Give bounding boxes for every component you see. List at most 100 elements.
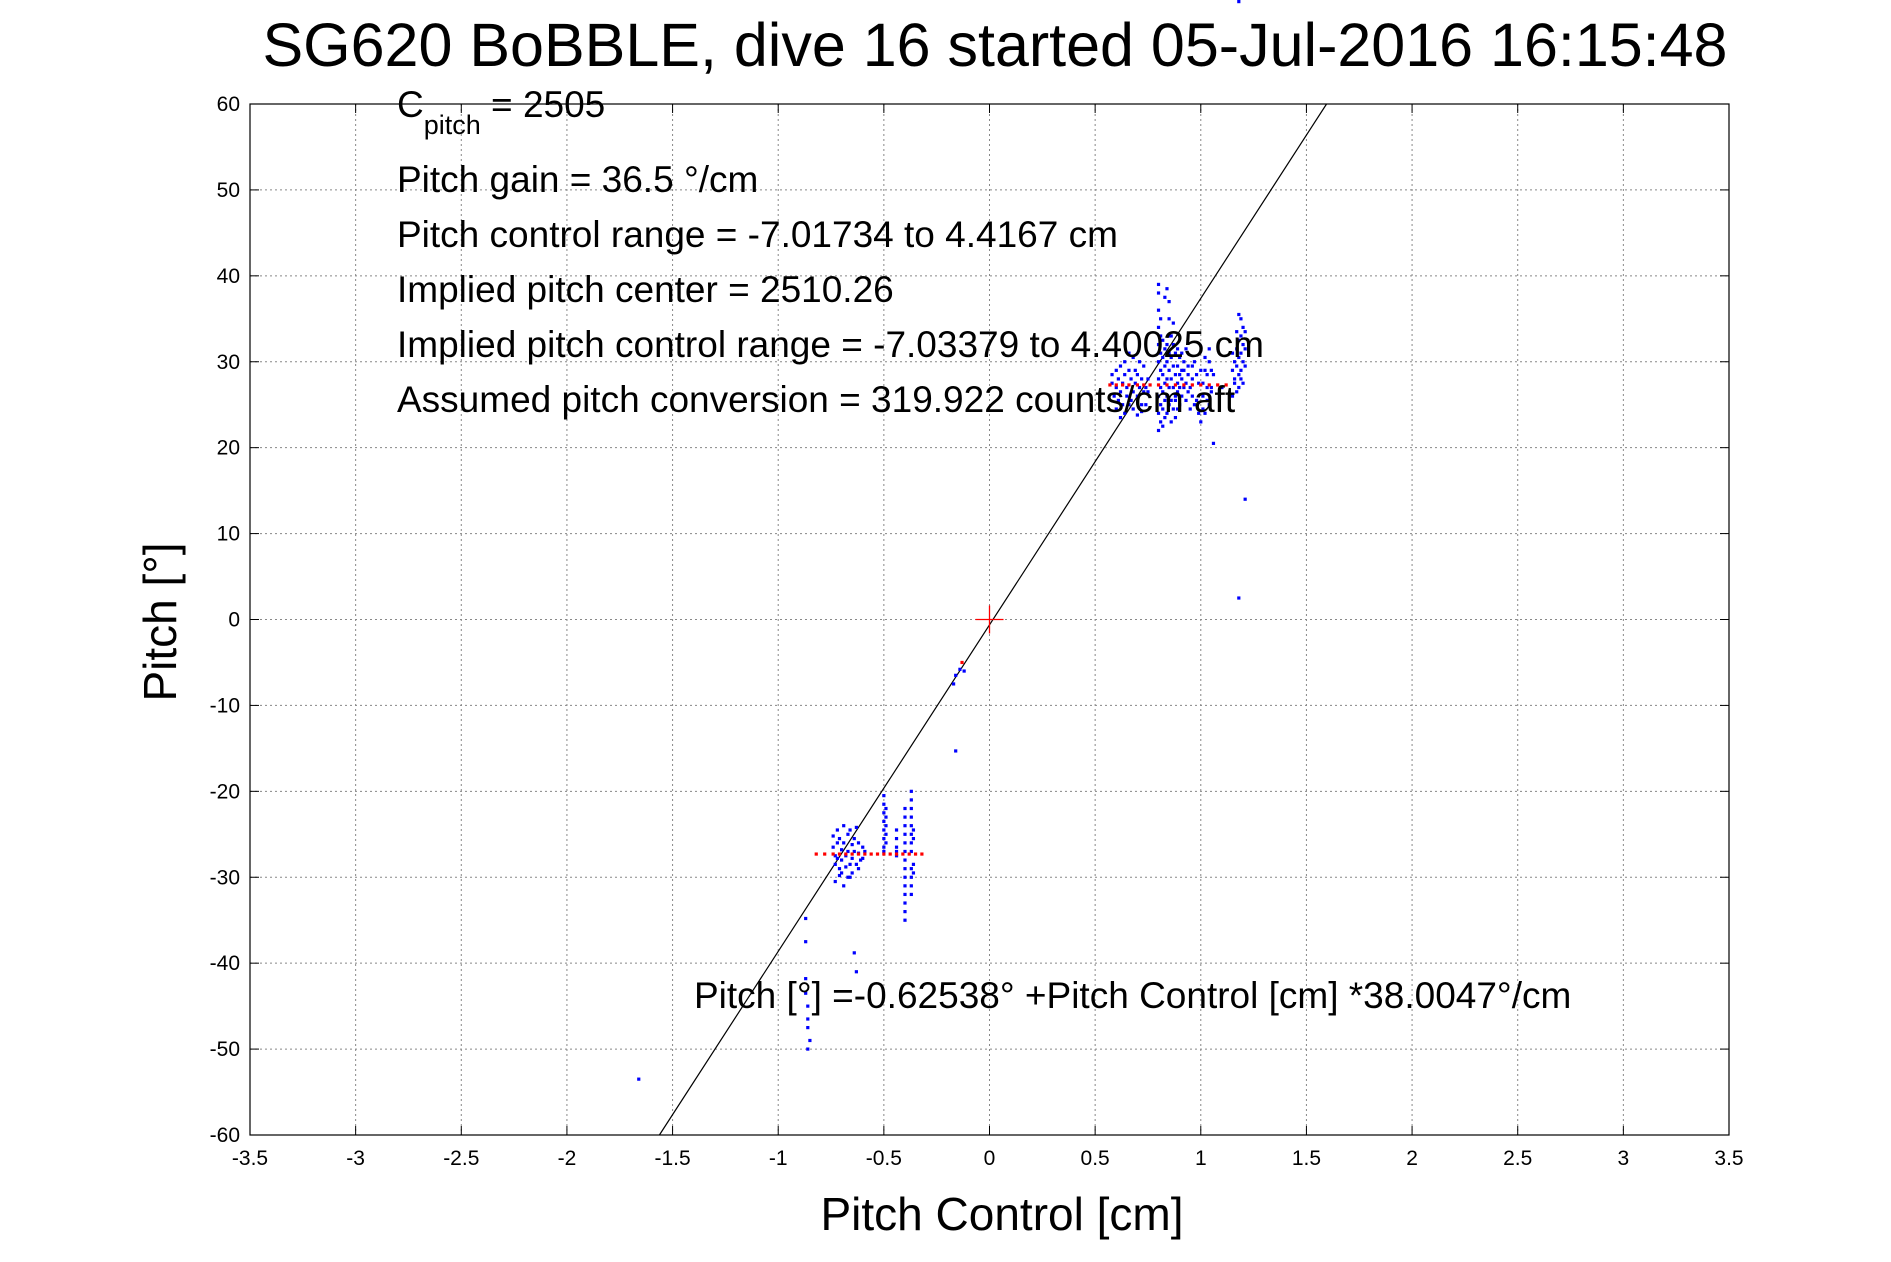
observed-point (1165, 394, 1169, 398)
observed-point (804, 991, 808, 995)
observed-point (1243, 347, 1247, 351)
observed-point (1169, 355, 1173, 360)
c-pitch-letter: C (397, 84, 424, 125)
binned-point (913, 852, 918, 856)
observed-point (1178, 355, 1182, 360)
observed-point (1188, 385, 1192, 390)
observed-point (1169, 334, 1173, 338)
observed-point (1178, 373, 1182, 377)
binned-point (1173, 383, 1178, 387)
observed-point (1182, 360, 1186, 364)
y-tick-label: -20 (210, 780, 240, 803)
observed-point (1230, 394, 1235, 398)
observed-point (835, 828, 839, 832)
observed-point (909, 789, 913, 793)
observed-point (1232, 360, 1237, 364)
binned-point (1135, 383, 1139, 387)
observed-point (1243, 497, 1247, 501)
binned-point (1142, 383, 1146, 387)
observed-point (911, 828, 916, 832)
observed-point (1121, 403, 1125, 407)
observed-point (1121, 381, 1125, 385)
observed-point (1190, 394, 1194, 398)
observed-point (835, 841, 839, 845)
tick-marks (249, 103, 1730, 1136)
binned-point (1165, 383, 1169, 387)
observed-point (1194, 398, 1199, 403)
observed-point (1110, 373, 1114, 377)
observed-point (1207, 360, 1211, 364)
observed-point (1175, 407, 1180, 411)
observed-point (1161, 407, 1165, 411)
binned-point (1148, 383, 1152, 387)
observed-point (1220, 385, 1224, 390)
observed-point (1194, 373, 1199, 377)
pitch-gain-annotation: Pitch gain = 36.5 °/cm (397, 159, 758, 200)
observed-point (1131, 407, 1135, 411)
observed-point (1239, 334, 1243, 338)
observed-point (1167, 351, 1171, 355)
observed-point (909, 849, 913, 854)
observed-point (909, 806, 913, 811)
observed-point (1201, 407, 1205, 411)
observed-point (894, 854, 899, 858)
observed-point (1235, 390, 1239, 394)
observed-point (844, 865, 848, 869)
observed-point (1201, 381, 1205, 385)
observed-point (1237, 338, 1241, 342)
observed-point (848, 862, 852, 866)
observed-point (852, 836, 856, 841)
observed-point (1184, 347, 1188, 351)
observed-point (1173, 351, 1178, 355)
y-tick-label: 50 (217, 179, 240, 202)
observed-point (1203, 355, 1207, 360)
observed-point (1129, 377, 1133, 381)
observed-point (882, 811, 886, 815)
observed-point (1199, 420, 1203, 424)
observed-point (835, 856, 839, 860)
binned-point (1207, 383, 1211, 387)
observed-point (1161, 424, 1165, 428)
observed-point (1123, 360, 1127, 364)
fit-equation-annotation: Pitch [°] =-0.62538° +Pitch Control [cm]… (694, 975, 1571, 1016)
observed-point (1184, 398, 1188, 403)
observed-point (1169, 420, 1173, 424)
x-tick-labels: -3.5 -3 -2.5 -2 -1.5 -1 -0.5 0 0.5 1 1.5 2 2.5 3 3.5 (232, 1147, 1744, 1170)
observed-point (850, 871, 854, 875)
observed-point (1205, 385, 1209, 390)
observed-point (1175, 381, 1180, 385)
binned-point (850, 852, 854, 856)
observed-point (861, 845, 865, 849)
c-pitch-value: = 2505 (481, 84, 605, 125)
y-tick-label: 60 (217, 93, 240, 116)
binned-point (1114, 383, 1118, 387)
conversion-annotation: Assumed pitch conversion = 319.922 count… (397, 379, 1236, 420)
observed-point (837, 836, 842, 841)
observed-point (1169, 377, 1173, 381)
binned-points-group (814, 383, 1228, 856)
observed-point (1137, 385, 1142, 390)
observed-point (840, 871, 844, 875)
y-tick-labels: -60 -50 -40 -30 -20 -10 0 10 20 30 40 50 60 (210, 93, 240, 1147)
observed-point (840, 858, 844, 862)
observed-point (882, 845, 886, 849)
observed-point (894, 836, 899, 841)
observed-point (1211, 441, 1216, 445)
observed-point (1125, 385, 1129, 390)
x-tick-label: 0.5 (1081, 1147, 1110, 1170)
observed-point (884, 815, 888, 819)
observed-point (1156, 342, 1161, 347)
observed-point (1110, 381, 1114, 385)
observed-point (1241, 381, 1245, 385)
binned-point (1108, 383, 1112, 387)
observed-point (894, 849, 899, 854)
observed-point (854, 825, 858, 830)
observed-point (1159, 385, 1163, 390)
observed-point (951, 682, 956, 686)
observed-point (1123, 411, 1127, 415)
observed-point (1243, 364, 1247, 368)
observed-point (1161, 355, 1165, 360)
observed-point (1159, 317, 1163, 321)
x-tick-label: -3.5 (232, 1147, 268, 1170)
